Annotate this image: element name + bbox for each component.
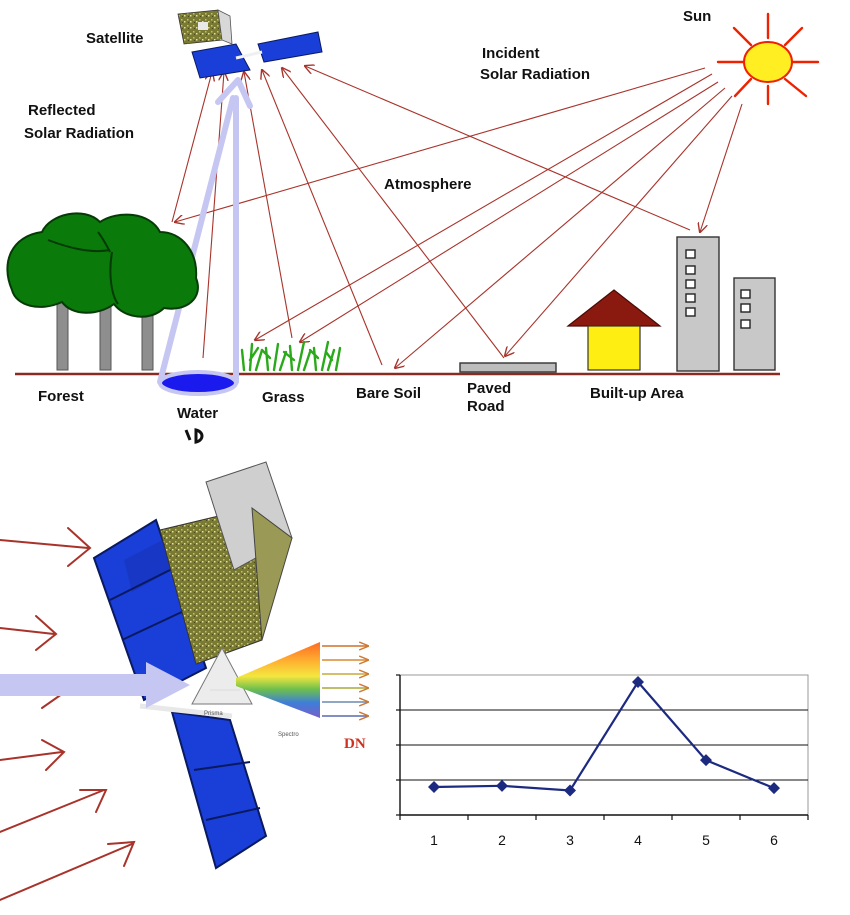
incident-rays [175,67,743,368]
incident-radiation-label-1: Incident [482,45,540,62]
reflected-radiation-label-2: Solar Radiation [24,125,135,142]
chart-x-tick-label: 3 [566,832,574,848]
buildings-icon [676,236,776,372]
sun-label: Sun [683,8,712,25]
builtup-area-label: Built-up Area [590,385,684,402]
chart-x-tick-label: 4 [634,832,642,848]
chart-data-point [564,784,576,797]
paved-road-slab [459,362,557,373]
grass-tufts [240,340,342,372]
chart-data-point [768,782,780,795]
house-icon [566,289,662,371]
chart-y-axis-label: DN [344,736,366,752]
chart-x-tick-label: 5 [702,832,710,848]
partial-glyph [184,428,204,444]
water-body [158,370,238,396]
satellite-label: Satellite [86,30,144,47]
reflected-radiation-label-1: Reflected [28,102,96,119]
bare-soil-label: Bare Soil [356,385,422,402]
forest-label: Forest [38,388,84,405]
chart-x-tick-label: 2 [498,832,506,848]
water-label: Water [177,405,219,422]
incident-radiation-label-2: Solar Radiation [480,66,591,83]
chart-data-point [700,754,712,767]
prism-icon [191,646,253,705]
incoming-radiation-arrows [0,527,136,901]
prism-label: Prisma [204,711,223,717]
chart-data-point [496,779,508,792]
sun-icon [716,12,820,106]
grass-label: Grass [262,389,305,406]
chart-data-point [632,676,644,688]
satellite-icon [177,9,323,79]
water-reflection-highlight [157,77,253,385]
spectrum-fan [236,642,320,718]
chart-x-tick-label: 1 [430,832,438,848]
chart-data-point [428,781,440,793]
chart-series-line [433,680,775,792]
paved-road-label-1: Paved [467,380,512,397]
chart-x-tick-label: 6 [770,832,778,848]
forest-trees [6,212,199,371]
spectro-label: Spectro [278,732,299,738]
dn-line-chart [396,674,809,820]
atmosphere-label: Atmosphere [384,176,472,193]
highlight-input-arrow [0,662,190,708]
paved-road-label-2: Road [467,398,505,415]
reflected-rays [171,66,691,366]
large-satellite-icon [92,461,293,870]
spectrum-output-arrows [322,646,368,716]
